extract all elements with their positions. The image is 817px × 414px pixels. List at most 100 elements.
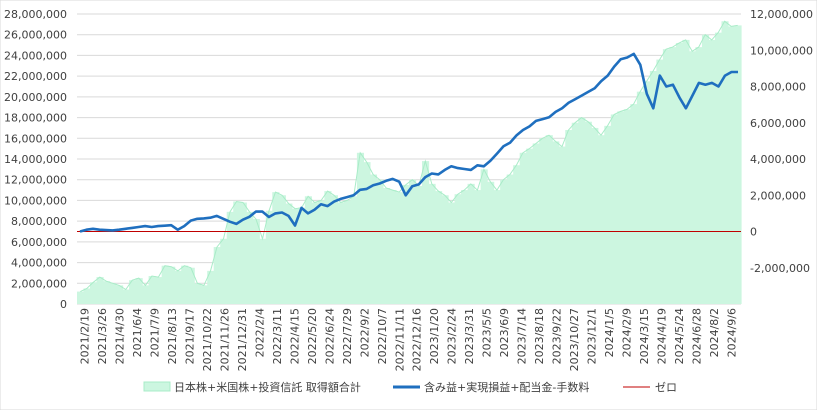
x-tick-label: 2022/5/20 [306, 308, 319, 364]
area-outline [80, 20, 738, 293]
area-bar [714, 32, 723, 304]
left-tick-label: 16,000,000 [4, 132, 67, 145]
area-bar [200, 285, 208, 304]
right-tick-label: 6,000,000 [750, 117, 806, 130]
x-tick-label: 2023/5/5 [481, 308, 494, 357]
area-bar [610, 114, 618, 305]
area-bar [213, 247, 221, 304]
x-tick-label: 2024/2/9 [620, 308, 633, 357]
area-bar [617, 111, 625, 304]
area-bar [194, 283, 202, 304]
right-tick-label: 0 [750, 226, 757, 239]
left-tick-label: 20,000,000 [4, 91, 67, 104]
area-bar [129, 280, 137, 304]
area-bar [493, 190, 501, 304]
x-tick-label: 2024/5/24 [673, 308, 686, 364]
area-bar [519, 152, 527, 304]
area-bar [526, 148, 534, 304]
area-bar [461, 190, 469, 304]
x-tick-label: 2021/11/26 [219, 308, 232, 371]
area-bar [487, 181, 495, 304]
right-tick-label: 10,000,000 [750, 44, 813, 57]
area-bar [142, 285, 150, 304]
right-tick-label: 2,000,000 [750, 189, 806, 202]
x-tick-label: 2024/4/19 [655, 308, 668, 364]
x-tick-label: 2021/4/30 [114, 308, 127, 364]
x-tick-label: 2022/3/11 [271, 308, 284, 364]
x-tick-label: 2023/10/27 [568, 308, 581, 371]
area-bar [103, 281, 111, 304]
area-bar [337, 202, 345, 304]
area-bar [311, 202, 319, 304]
x-tick-label: 2021/2/19 [79, 308, 92, 364]
left-tick-label: 12,000,000 [4, 174, 67, 187]
x-tick-label: 2023/7/14 [516, 308, 529, 364]
left-axis: 0 2,000,000 4,000,000 6,000,000 8,000,000 10,… [4, 8, 67, 311]
area-bar [532, 143, 540, 304]
area-bar [474, 190, 482, 304]
legend-label-profit: 含み益+実現損益+配当金-手数料 [424, 380, 589, 394]
area-bar [604, 125, 612, 304]
area-bar [395, 192, 404, 304]
area-bar [168, 266, 176, 304]
x-tick-label: 2022/10/7 [376, 308, 389, 364]
area-bar [656, 59, 664, 304]
x-tick-label: 2024/8/2 [708, 308, 721, 357]
area-bar [630, 104, 638, 304]
area-bar [675, 43, 684, 304]
area-bar [304, 196, 312, 304]
area-bar [688, 51, 697, 304]
area-bar [272, 192, 280, 304]
area-bar [662, 49, 670, 305]
area-bar [220, 238, 228, 304]
left-tick-label: 18,000,000 [4, 112, 67, 125]
line-series-layer [79, 52, 738, 233]
x-axis: 2021/2/19 2021/3/26 2021/4/30 2021/6/4 2021/… [79, 308, 739, 371]
area-bar [350, 196, 358, 304]
area-bar [415, 185, 423, 304]
x-tick-label: 2023/8/18 [533, 308, 546, 364]
left-tick-label: 4,000,000 [11, 257, 67, 270]
left-tick-label: 6,000,000 [11, 236, 67, 249]
area-bar [721, 21, 729, 304]
area-bar [435, 191, 443, 304]
area-bar [265, 210, 273, 304]
area-bar [239, 202, 247, 304]
area-bar [500, 179, 508, 304]
area-bar [708, 39, 716, 304]
left-tick-label: 0 [60, 298, 67, 311]
area-bar [727, 26, 736, 305]
area-bar [259, 238, 267, 304]
x-tick-label: 2021/3/26 [96, 308, 109, 364]
area-bar [233, 201, 241, 304]
area-bar [382, 188, 391, 304]
left-tick-label: 10,000,000 [4, 194, 67, 207]
x-tick-label: 2023/3/31 [463, 308, 476, 364]
x-tick-label: 2024/9/6 [725, 308, 738, 357]
left-tick-label: 8,000,000 [11, 215, 67, 228]
legend-label-zero: ゼロ [655, 381, 677, 394]
right-tick-label: 8,000,000 [750, 81, 806, 94]
area-bar [669, 47, 677, 304]
x-tick-label: 2021/9/17 [184, 308, 197, 364]
area-bar [480, 169, 488, 304]
area-bar [135, 278, 143, 304]
area-bar [623, 109, 631, 304]
area-bar [96, 277, 104, 304]
area-bar [448, 202, 456, 304]
area-bar [363, 162, 371, 304]
x-tick-label: 2023/12/1 [585, 308, 598, 364]
area-bar [695, 47, 703, 304]
right-tick-label: 12,000,000 [750, 8, 813, 21]
area-bar [591, 127, 599, 305]
left-tick-label: 24,000,000 [4, 49, 67, 62]
right-tick-label: 4,000,000 [750, 153, 806, 166]
area-bar [122, 289, 130, 304]
area-bar [77, 291, 85, 304]
area-bar [116, 285, 124, 304]
area-bar [181, 265, 189, 304]
area-bar [409, 179, 417, 304]
area-bar [701, 34, 710, 305]
x-tick-label: 2021/8/13 [166, 308, 179, 364]
